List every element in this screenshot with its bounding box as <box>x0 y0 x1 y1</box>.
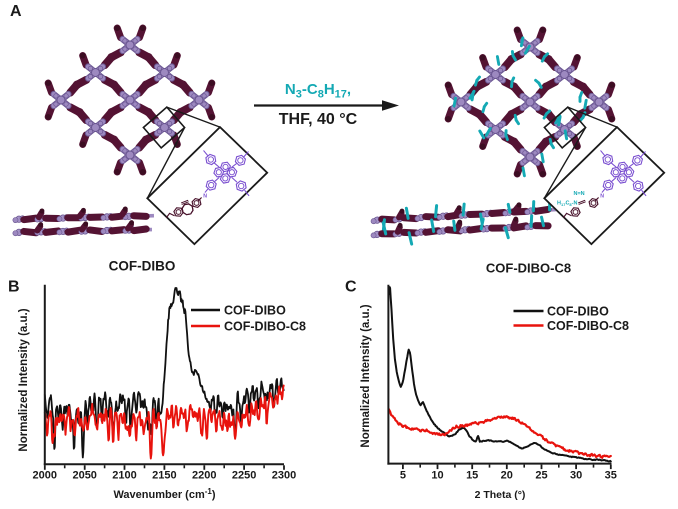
svg-text:Wavenumber (cm-1): Wavenumber (cm-1) <box>113 487 215 501</box>
svg-text:2100: 2100 <box>112 470 136 482</box>
svg-text:Normalized Intensity (a.u.): Normalized Intensity (a.u.) <box>18 308 30 451</box>
svg-text:N3-C8H17,: N3-C8H17, <box>285 81 351 101</box>
svg-text:N=N: N=N <box>574 191 585 197</box>
svg-text:B: B <box>8 279 20 296</box>
svg-text:2150: 2150 <box>152 470 176 482</box>
svg-text:COF-DIBO: COF-DIBO <box>109 259 176 274</box>
svg-text:2300: 2300 <box>272 470 296 482</box>
svg-text:35: 35 <box>605 470 617 482</box>
svg-text:H17C8-N: H17C8-N <box>557 201 577 208</box>
svg-text:15: 15 <box>466 470 478 482</box>
svg-text:COF-DIBO-C8: COF-DIBO-C8 <box>547 319 629 333</box>
svg-text:2250: 2250 <box>232 470 256 482</box>
svg-text:2200: 2200 <box>192 470 216 482</box>
svg-text:A: A <box>10 3 22 20</box>
svg-text:Normalized Intensity (a.u.): Normalized Intensity (a.u.) <box>360 304 372 447</box>
svg-text:C: C <box>345 279 357 296</box>
svg-text:COF-DIBO: COF-DIBO <box>547 305 609 319</box>
svg-text:THF, 40 °C: THF, 40 °C <box>279 111 358 128</box>
svg-text:5: 5 <box>400 470 406 482</box>
svg-text:30: 30 <box>570 470 582 482</box>
svg-text:10: 10 <box>431 470 443 482</box>
svg-text:25: 25 <box>535 470 547 482</box>
svg-text:20: 20 <box>501 470 513 482</box>
svg-text:N: N <box>600 194 604 200</box>
svg-text:COF-DIBO-C8: COF-DIBO-C8 <box>486 261 571 276</box>
svg-text:COF-DIBO: COF-DIBO <box>224 304 286 318</box>
svg-text:2000: 2000 <box>33 470 57 482</box>
svg-text:2 Theta (°): 2 Theta (°) <box>475 489 526 501</box>
svg-text:2050: 2050 <box>72 470 96 482</box>
svg-text:COF-DIBO-C8: COF-DIBO-C8 <box>224 320 306 334</box>
svg-text:N: N <box>203 194 207 200</box>
